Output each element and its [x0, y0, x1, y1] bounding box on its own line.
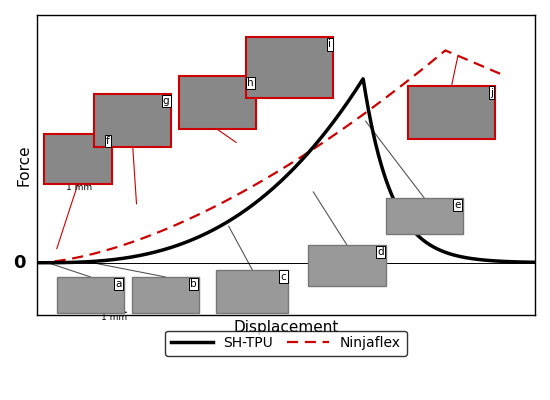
Bar: [94, 94, 172, 147]
X-axis label: Displacement: Displacement: [233, 320, 339, 335]
Text: j: j: [490, 88, 493, 98]
Text: i: i: [328, 39, 331, 49]
Bar: [45, 134, 112, 184]
Bar: [57, 277, 124, 314]
Text: a: a: [116, 279, 122, 289]
Bar: [246, 38, 333, 98]
Text: h: h: [248, 78, 254, 88]
Text: g: g: [163, 96, 169, 106]
Y-axis label: Force: Force: [16, 144, 31, 186]
Bar: [386, 198, 463, 234]
Legend: SH-TPU, Ninjaflex: SH-TPU, Ninjaflex: [166, 330, 406, 356]
Text: 0: 0: [13, 254, 26, 272]
Text: e: e: [454, 200, 461, 210]
Text: c: c: [280, 272, 287, 282]
Bar: [131, 277, 199, 314]
Bar: [309, 245, 386, 286]
Bar: [179, 76, 256, 130]
Text: 1 mm: 1 mm: [66, 183, 92, 192]
Text: b: b: [190, 279, 197, 289]
Bar: [216, 270, 288, 314]
Text: d: d: [377, 247, 383, 257]
Bar: [408, 86, 495, 139]
Text: 1 mm: 1 mm: [101, 314, 127, 322]
Text: f: f: [106, 136, 109, 146]
